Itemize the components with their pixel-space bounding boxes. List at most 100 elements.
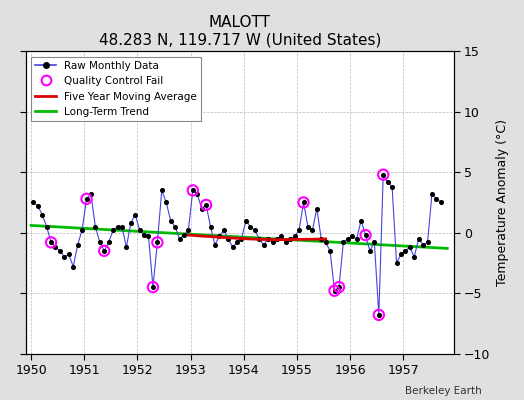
Point xyxy=(122,244,130,250)
Point xyxy=(29,199,38,206)
Point xyxy=(423,239,432,246)
Point xyxy=(330,288,339,294)
Point xyxy=(118,224,126,230)
Point xyxy=(370,239,378,246)
Point xyxy=(100,248,108,254)
Point xyxy=(64,251,73,258)
Point xyxy=(34,203,42,209)
Point xyxy=(56,248,64,254)
Point xyxy=(184,227,192,234)
Point xyxy=(335,284,343,290)
Point xyxy=(295,227,303,234)
Point xyxy=(38,211,47,218)
Point xyxy=(95,239,104,246)
Point xyxy=(149,284,157,290)
Point xyxy=(322,239,330,246)
Point xyxy=(406,244,414,250)
Point xyxy=(290,233,299,240)
Point xyxy=(149,284,157,290)
Point xyxy=(286,236,294,242)
Point xyxy=(264,236,272,242)
Point xyxy=(176,236,184,242)
Point xyxy=(397,251,405,258)
Point xyxy=(180,232,188,238)
Point xyxy=(78,227,86,234)
Point xyxy=(299,199,308,206)
Point xyxy=(401,248,410,254)
Point xyxy=(162,199,170,206)
Point xyxy=(202,202,210,208)
Point xyxy=(140,232,148,238)
Point xyxy=(255,236,264,242)
Point xyxy=(410,254,418,260)
Point xyxy=(233,239,241,246)
Point xyxy=(100,248,108,254)
Point xyxy=(113,224,122,230)
Point xyxy=(42,224,51,230)
Point xyxy=(414,236,423,242)
Y-axis label: Temperature Anomaly (°C): Temperature Anomaly (°C) xyxy=(496,119,509,286)
Point xyxy=(215,233,224,240)
Point xyxy=(189,187,197,194)
Point xyxy=(308,227,316,234)
Point xyxy=(202,202,210,208)
Point xyxy=(198,205,206,212)
Point xyxy=(47,239,55,246)
Point xyxy=(348,233,356,240)
Point xyxy=(353,236,361,242)
Point xyxy=(277,233,286,240)
Point xyxy=(432,196,441,202)
Point xyxy=(379,172,387,178)
Point xyxy=(87,191,95,197)
Point xyxy=(375,312,383,318)
Point xyxy=(167,217,175,224)
Point xyxy=(330,288,339,294)
Title: MALOTT
48.283 N, 119.717 W (United States): MALOTT 48.283 N, 119.717 W (United State… xyxy=(99,15,381,47)
Point xyxy=(259,242,268,248)
Point xyxy=(335,284,343,290)
Point xyxy=(136,227,144,234)
Point xyxy=(73,242,82,248)
Point xyxy=(304,224,312,230)
Point xyxy=(153,239,161,246)
Point xyxy=(339,239,347,246)
Point xyxy=(51,244,60,250)
Point xyxy=(242,217,250,224)
Point xyxy=(131,211,139,218)
Point xyxy=(228,244,237,250)
Point xyxy=(250,227,259,234)
Point xyxy=(299,199,308,206)
Point xyxy=(379,172,387,178)
Point xyxy=(220,227,228,234)
Point xyxy=(392,260,401,266)
Point xyxy=(109,227,117,234)
Point xyxy=(344,236,352,242)
Point xyxy=(366,248,374,254)
Legend: Raw Monthly Data, Quality Control Fail, Five Year Moving Average, Long-Term Tren: Raw Monthly Data, Quality Control Fail, … xyxy=(31,56,201,122)
Point xyxy=(224,236,233,242)
Point xyxy=(375,312,383,318)
Point xyxy=(326,248,334,254)
Point xyxy=(237,236,246,242)
Point xyxy=(313,205,321,212)
Point xyxy=(436,199,445,206)
Point xyxy=(317,236,325,242)
Point xyxy=(144,233,152,240)
Text: Berkeley Earth: Berkeley Earth xyxy=(406,386,482,396)
Point xyxy=(47,239,55,246)
Point xyxy=(82,196,91,202)
Point xyxy=(127,220,135,226)
Point xyxy=(153,239,161,246)
Point xyxy=(193,191,201,197)
Point xyxy=(60,254,69,260)
Point xyxy=(268,239,277,246)
Point xyxy=(206,224,215,230)
Point xyxy=(189,187,197,194)
Point xyxy=(158,187,166,194)
Point xyxy=(91,224,100,230)
Point xyxy=(384,179,392,185)
Point xyxy=(171,224,179,230)
Point xyxy=(362,232,370,238)
Point xyxy=(211,242,219,248)
Point xyxy=(104,239,113,246)
